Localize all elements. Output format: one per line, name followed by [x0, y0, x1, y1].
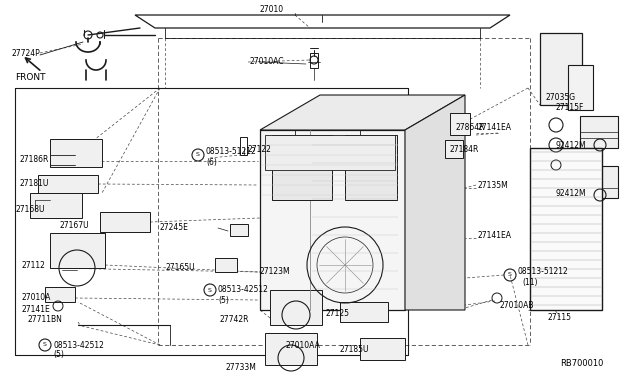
- Bar: [530, 148, 602, 310]
- Text: FRONT: FRONT: [15, 74, 45, 83]
- Text: 27010A: 27010A: [22, 294, 51, 302]
- Polygon shape: [260, 95, 465, 130]
- Bar: [30, 193, 82, 218]
- Text: (11): (11): [522, 279, 538, 288]
- Bar: [270, 290, 322, 325]
- Bar: [38, 175, 98, 193]
- Text: 27184R: 27184R: [450, 145, 479, 154]
- Text: (6): (6): [206, 157, 217, 167]
- Bar: [215, 258, 237, 272]
- Bar: [272, 135, 332, 200]
- Text: 92412M: 92412M: [555, 141, 586, 150]
- Bar: [340, 302, 388, 322]
- Bar: [45, 287, 75, 302]
- Text: 92412M: 92412M: [555, 189, 586, 198]
- Text: 27010AB: 27010AB: [500, 301, 534, 310]
- Bar: [568, 65, 593, 110]
- Text: 27115F: 27115F: [555, 103, 584, 112]
- Text: 27168U: 27168U: [15, 205, 45, 215]
- Text: S: S: [208, 288, 212, 292]
- Bar: [260, 130, 405, 310]
- Text: 27165U: 27165U: [165, 263, 195, 272]
- Text: 27742R: 27742R: [220, 315, 250, 324]
- Bar: [540, 33, 582, 105]
- Text: 08513-51212: 08513-51212: [206, 148, 257, 157]
- Bar: [280, 340, 288, 352]
- Text: 27112: 27112: [22, 260, 46, 269]
- Bar: [240, 137, 247, 155]
- Text: 27141E: 27141E: [22, 305, 51, 314]
- Text: 27010: 27010: [260, 6, 284, 15]
- Text: 27185U: 27185U: [340, 346, 369, 355]
- Bar: [450, 113, 470, 135]
- Text: 27035G: 27035G: [545, 93, 575, 102]
- Bar: [50, 139, 102, 167]
- Bar: [310, 53, 318, 68]
- Text: S: S: [196, 153, 200, 157]
- Text: (5): (5): [218, 295, 229, 305]
- Polygon shape: [405, 95, 465, 310]
- Text: 08513-42512: 08513-42512: [53, 340, 104, 350]
- Text: 27135M: 27135M: [478, 180, 509, 189]
- Text: S: S: [43, 343, 47, 347]
- Text: 27711BN: 27711BN: [28, 315, 63, 324]
- Bar: [100, 212, 150, 232]
- Text: 27010AC: 27010AC: [250, 58, 285, 67]
- Bar: [580, 166, 618, 198]
- Text: 27122: 27122: [248, 145, 272, 154]
- Text: 27724P: 27724P: [12, 48, 41, 58]
- Text: S: S: [508, 273, 512, 278]
- Text: (5): (5): [53, 350, 64, 359]
- Bar: [230, 224, 248, 236]
- Text: 27141EA: 27141EA: [478, 231, 512, 240]
- Text: 27115: 27115: [548, 314, 572, 323]
- Bar: [345, 135, 397, 200]
- Bar: [445, 140, 463, 158]
- Text: 27123M: 27123M: [260, 267, 291, 276]
- Bar: [50, 233, 105, 268]
- Text: 27245E: 27245E: [160, 224, 189, 232]
- Bar: [580, 116, 618, 148]
- Text: 08513-42512: 08513-42512: [218, 285, 269, 295]
- Text: 27125: 27125: [325, 310, 349, 318]
- Text: 08513-51212: 08513-51212: [518, 267, 569, 276]
- Bar: [265, 135, 395, 170]
- Text: 27186R: 27186R: [20, 154, 49, 164]
- Text: 27733M: 27733M: [225, 363, 256, 372]
- Text: 27167U: 27167U: [60, 221, 90, 230]
- Text: RB700010: RB700010: [560, 359, 604, 368]
- Text: 27181U: 27181U: [20, 180, 49, 189]
- Text: 27864R: 27864R: [455, 124, 484, 132]
- Bar: [360, 338, 405, 360]
- Bar: [265, 333, 317, 365]
- Text: 27141EA: 27141EA: [478, 124, 512, 132]
- Text: 27010AA: 27010AA: [285, 341, 320, 350]
